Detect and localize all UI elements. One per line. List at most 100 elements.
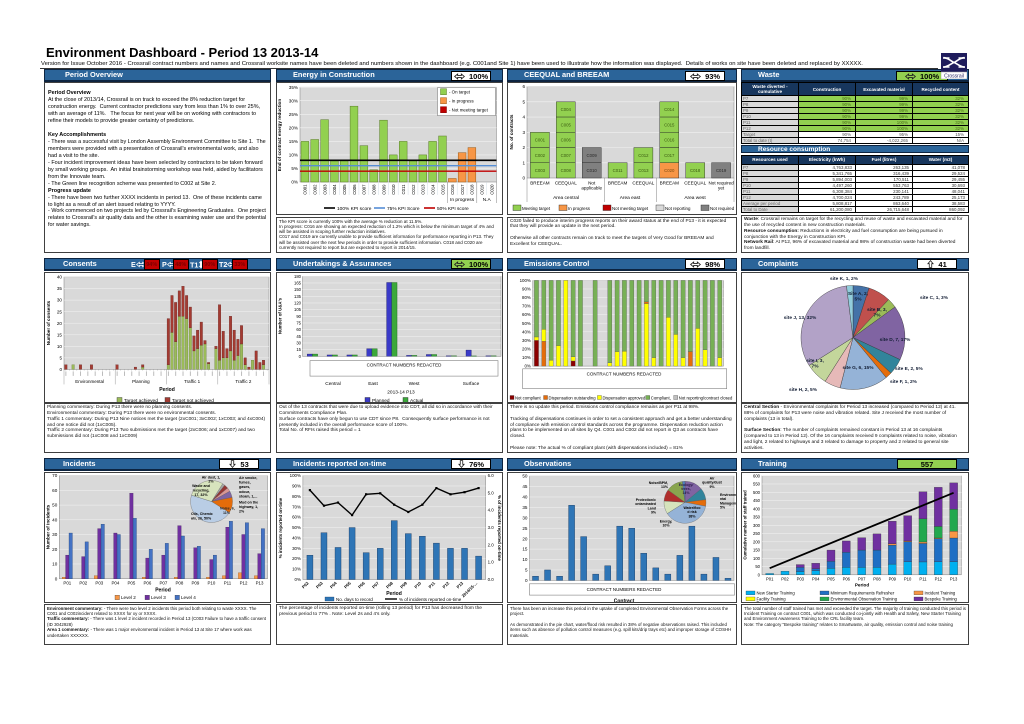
svg-text:C003: C003: [535, 168, 546, 173]
svg-text:P04: P04: [812, 576, 820, 581]
svg-text:Dispensation approved: Dispensation approved: [602, 395, 646, 400]
svg-text:5%: 5%: [291, 166, 298, 171]
svg-text:100% KPI score: 100% KPI score: [337, 206, 372, 212]
svg-text:P08: P08: [873, 576, 881, 581]
svg-text:C014: C014: [664, 107, 675, 112]
svg-text:- Not meeting target: - Not meeting target: [449, 107, 489, 112]
svg-text:20%: 20%: [292, 556, 301, 561]
svg-text:d risk: d risk: [687, 510, 696, 514]
svg-text:P10: P10: [904, 576, 912, 581]
svg-text:C020: C020: [489, 184, 494, 195]
svg-text:Period: Period: [159, 386, 175, 392]
svg-text:Waste and: Waste and: [192, 484, 210, 488]
svg-text:150: 150: [294, 287, 302, 292]
svg-text:P02: P02: [781, 576, 789, 581]
svg-text:5: 5: [59, 355, 62, 360]
svg-text:45: 45: [522, 484, 528, 489]
svg-text:Target not achieved: Target not achieved: [172, 397, 214, 402]
svg-text:C001: C001: [303, 184, 308, 195]
svg-text:0: 0: [758, 572, 761, 577]
svg-text:Area east: Area east: [620, 195, 641, 201]
svg-text:10%: 10%: [522, 355, 531, 360]
svg-text:P11: P11: [224, 580, 232, 585]
svg-text:10: 10: [522, 557, 528, 562]
svg-text:P11: P11: [427, 580, 436, 589]
svg-text:105: 105: [294, 307, 302, 312]
svg-text:25%: 25%: [289, 112, 298, 117]
svg-text:P06: P06: [143, 580, 151, 585]
svg-text:70%: 70%: [292, 504, 301, 509]
svg-text:In progress: In progress: [450, 197, 475, 203]
svg-text:20%: 20%: [522, 346, 531, 351]
svg-text:Meeting target: Meeting target: [522, 206, 551, 211]
svg-text:ontaminated: ontaminated: [635, 502, 656, 506]
svg-text:End of contract energy reducti: End of contract energy reduction: [277, 99, 282, 171]
svg-text:CONTRACT NUMBERS REDACTED: CONTRACT NUMBERS REDACTED: [367, 362, 442, 367]
svg-text:C005: C005: [342, 184, 347, 195]
svg-text:1: 1: [522, 160, 525, 165]
svg-text:P03: P03: [797, 576, 805, 581]
svg-text:P12: P12: [441, 580, 450, 589]
svg-text:38%: 38%: [688, 514, 696, 518]
svg-text:35: 35: [57, 286, 63, 291]
svg-text:30: 30: [57, 297, 63, 302]
svg-text:Compliant,: Compliant,: [651, 395, 671, 400]
svg-text:BREEAM: BREEAM: [608, 181, 628, 186]
svg-text:Number of consents: Number of consents: [46, 300, 51, 345]
svg-text:Crossrail: Crossrail: [944, 74, 964, 80]
svg-text:Period: Period: [155, 587, 171, 593]
svg-text:% of incidents reported on-tim: % of incidents reported on-time: [497, 495, 502, 561]
svg-text:% of incidents reported on-tim: % of incidents reported on-time: [399, 596, 462, 601]
svg-text:250: 250: [753, 531, 761, 536]
svg-text:P13: P13: [455, 580, 464, 589]
svg-text:Bespoke Training: Bespoke Training: [925, 596, 958, 601]
svg-text:P07: P07: [858, 576, 866, 581]
svg-text:P02: P02: [79, 580, 87, 585]
svg-text:C013: C013: [421, 184, 426, 195]
svg-text:C011: C011: [613, 168, 624, 173]
svg-text:20: 20: [522, 536, 528, 541]
svg-text:Number of U&A's: Number of U&A's: [278, 297, 283, 334]
svg-text:25: 25: [57, 309, 63, 314]
svg-text:17, 32%: 17, 32%: [194, 493, 208, 497]
svg-text:P04: P04: [329, 580, 338, 589]
svg-text:25: 25: [522, 526, 528, 531]
svg-text:recycling,: recycling,: [193, 488, 210, 492]
svg-text:350: 350: [753, 514, 761, 519]
svg-text:Not required: Not required: [710, 206, 735, 211]
svg-text:30%: 30%: [289, 98, 298, 103]
svg-text:30%: 30%: [522, 337, 531, 342]
svg-text:C007: C007: [561, 153, 572, 158]
svg-text:5.0: 5.0: [488, 490, 495, 495]
svg-text:13%: 13%: [661, 485, 669, 489]
svg-text:C015: C015: [664, 122, 675, 127]
svg-text:Traffic 2: Traffic 2: [235, 378, 252, 383]
svg-text:C004: C004: [561, 107, 572, 112]
svg-text:P05: P05: [827, 576, 835, 581]
svg-text:Central: Central: [325, 381, 340, 387]
svg-text:Site A, 2,: Site A, 2,: [848, 291, 869, 297]
svg-text:Mud on the: Mud on the: [239, 500, 258, 504]
svg-text:P13: P13: [950, 576, 958, 581]
svg-text:400: 400: [753, 506, 761, 511]
svg-text:- On target: - On target: [449, 89, 471, 94]
svg-text:site F, 1, 2%: site F, 1, 2%: [890, 379, 918, 385]
svg-text:C018: C018: [690, 168, 701, 173]
svg-text:C013: C013: [638, 168, 649, 173]
svg-text:Surface: Surface: [463, 381, 480, 387]
svg-text:15: 15: [296, 347, 301, 352]
svg-text:40: 40: [52, 517, 58, 522]
svg-text:Incident Training: Incident Training: [925, 590, 956, 595]
svg-text:C003: C003: [322, 184, 327, 195]
svg-text:C016: C016: [450, 184, 455, 195]
svg-text:Noise, 6,: Noise, 6,: [220, 506, 235, 510]
svg-text:site J, 13, 32%: site J, 13, 32%: [784, 315, 817, 321]
svg-text:C010: C010: [587, 168, 598, 173]
svg-text:CONTRACT NUMBERS REDACTED: CONTRACT NUMBERS REDACTED: [587, 371, 662, 376]
svg-text:165: 165: [294, 280, 302, 285]
svg-text:6.0: 6.0: [488, 473, 495, 478]
svg-text:30%: 30%: [292, 545, 301, 550]
svg-text:10%: 10%: [662, 523, 670, 527]
svg-text:Not reporting/contract closed: Not reporting/contract closed: [679, 395, 733, 400]
svg-text:Minimum Requirements Refresher: Minimum Requirements Refresher: [831, 590, 895, 595]
